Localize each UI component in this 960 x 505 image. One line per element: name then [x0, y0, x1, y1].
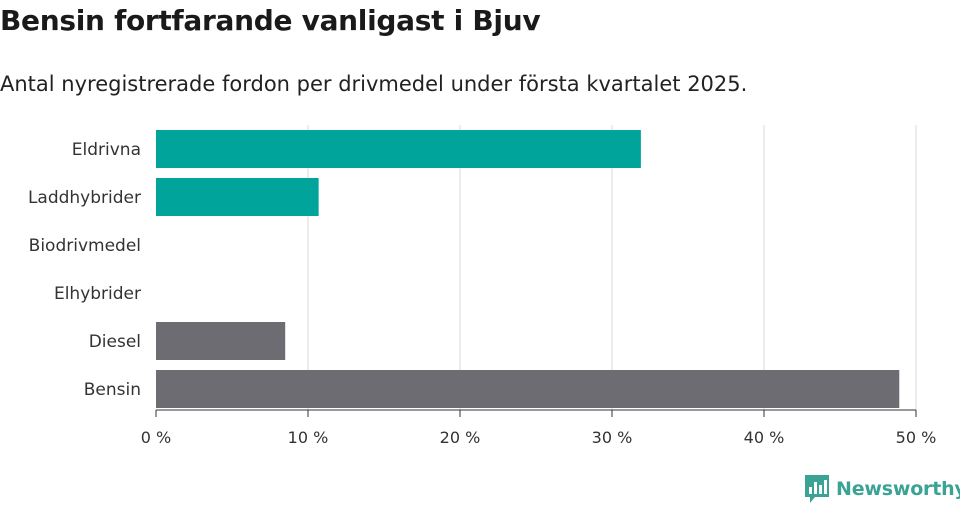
bar-diesel — [156, 322, 286, 360]
x-tick-label: 30 % — [592, 428, 633, 447]
bar-bensin — [156, 370, 900, 408]
newsworthy-logo-icon — [805, 475, 829, 503]
category-label: Laddhybrider — [28, 188, 141, 208]
category-label: Elhybrider — [54, 284, 141, 304]
category-labels: Eldrivna Laddhybrider Biodrivmedel Elhybrid… — [28, 140, 141, 400]
x-axis: 0 % 10 % 20 % 30 % 40 % 50 % — [141, 409, 937, 447]
bar-laddhybrider — [156, 178, 319, 216]
category-label: Bensin — [84, 380, 141, 400]
category-label: Diesel — [89, 332, 141, 352]
gridlines — [307, 125, 917, 410]
brand-logo: Newsworthy — [804, 474, 960, 504]
chart-title: Bensin fortfarande vanligast i Bjuv — [0, 4, 541, 37]
bars — [156, 130, 900, 408]
category-label: Biodrivmedel — [29, 236, 141, 256]
x-tick-label: 0 % — [141, 428, 171, 447]
brand-name: Newsworthy — [836, 478, 960, 500]
bar-eldrivna — [156, 130, 641, 168]
chart-subtitle: Antal nyregistrerade fordon per drivmede… — [0, 72, 748, 96]
x-tick-label: 20 % — [440, 428, 481, 447]
category-label: Eldrivna — [72, 140, 141, 160]
x-tick-label: 40 % — [744, 428, 785, 447]
x-tick-label: 10 % — [288, 428, 329, 447]
x-tick-label: 50 % — [896, 428, 937, 447]
